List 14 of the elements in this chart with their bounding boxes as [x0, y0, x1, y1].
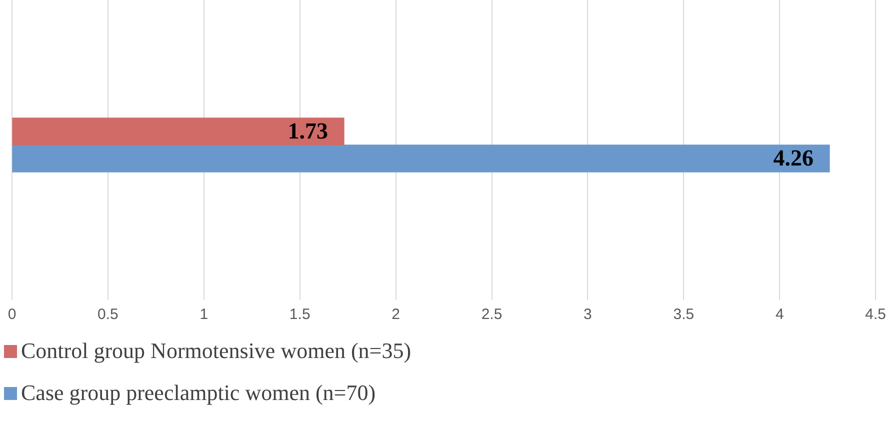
legend-label: Case group preeclamptic women (n=70) [21, 380, 376, 406]
x-tick-label: 4.5 [865, 306, 886, 324]
x-tick-label: 1.5 [289, 306, 310, 324]
data-label: 1.73 [288, 118, 328, 144]
x-tick-label: 2.5 [481, 306, 502, 324]
x-tick-label: 0.5 [98, 306, 118, 324]
x-tick-label: 2 [392, 306, 400, 324]
legend-label: Control group Normotensive women (n=35) [21, 338, 412, 364]
x-tick-label: 1 [200, 306, 208, 324]
x-tick-label: 0 [8, 306, 16, 324]
x-tick-label: 4 [775, 306, 784, 324]
x-tick-label: 3 [584, 306, 592, 324]
data-label: 4.26 [773, 145, 814, 170]
x-tick-label: 3.5 [673, 306, 694, 324]
